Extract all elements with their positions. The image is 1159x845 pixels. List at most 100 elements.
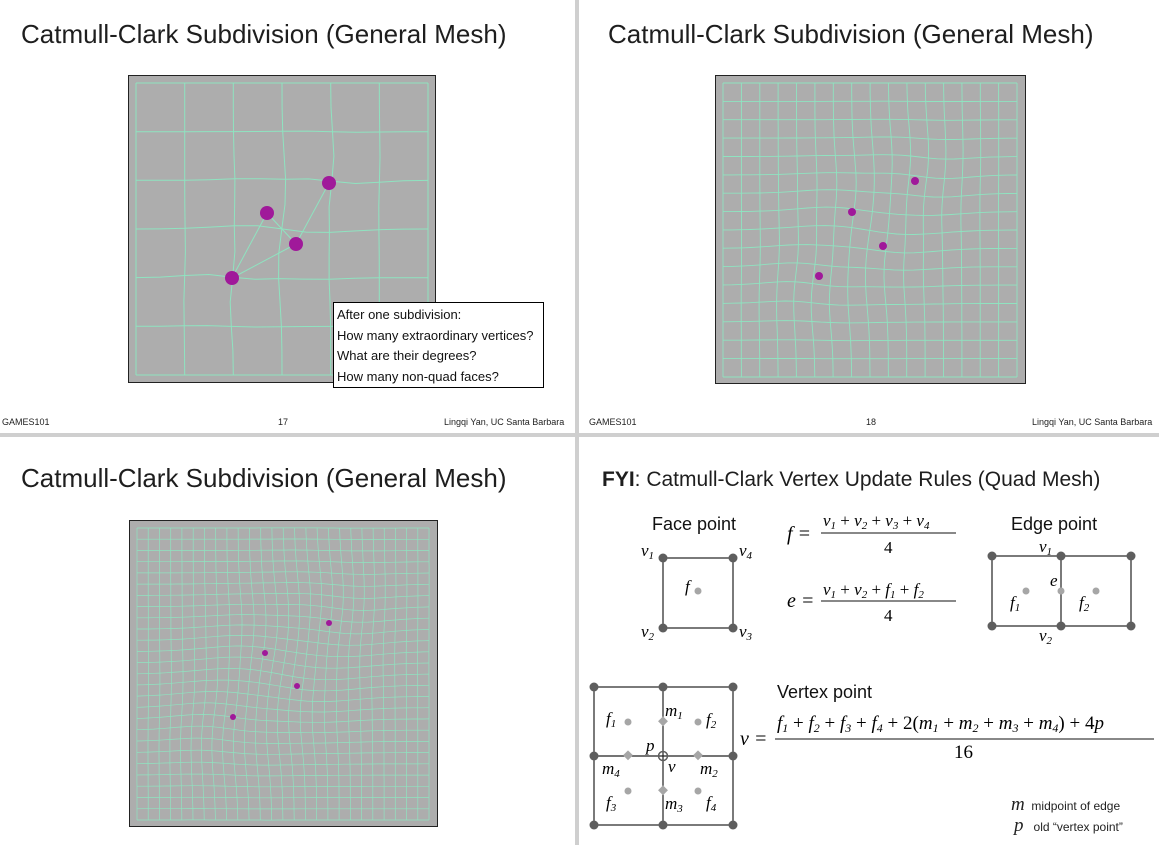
svg-text:v: v bbox=[668, 757, 676, 776]
formula-diagrams: v1 v4 v2 v3 f f = v1 + v2 + v3 + v4 4 e … bbox=[589, 511, 1154, 830]
mesh-image-subdivided-once bbox=[715, 75, 1026, 384]
svg-text:v1 + v2 + v3 + v4: v1 + v2 + v3 + v4 bbox=[823, 511, 930, 532]
title-fyi: FYI bbox=[602, 468, 635, 491]
extraordinary-vertex bbox=[815, 272, 823, 280]
mesh-edge bbox=[136, 749, 429, 755]
svg-text:e =: e = bbox=[787, 590, 814, 612]
edge-point-diagram: v1 v2 e f1 f2 bbox=[987, 537, 1136, 647]
mesh-edge bbox=[231, 212, 268, 279]
mesh-edge bbox=[323, 527, 333, 820]
slide-title: FYI: Catmull-Clark Vertex Update Rules (… bbox=[602, 468, 1100, 492]
slide-18: Catmull-Clark Subdivision (General Mesh)… bbox=[580, 0, 1159, 432]
mesh-edge bbox=[136, 702, 430, 713]
slide-general-mesh-2: Catmull-Clark Subdivision (General Mesh) bbox=[0, 438, 574, 845]
vertex-formula: v = f1 + f2 + f3 + f4 + 2(m1 + m2 + m3 +… bbox=[740, 713, 1154, 763]
legend-text: old “vertex point” bbox=[1033, 820, 1123, 834]
mesh-edge bbox=[883, 82, 893, 378]
svg-text:16: 16 bbox=[954, 742, 973, 763]
mesh-edge bbox=[137, 785, 429, 788]
svg-text:f2: f2 bbox=[1079, 593, 1090, 614]
svg-text:4: 4 bbox=[884, 538, 893, 557]
question-box: After one subdivision: How many extraord… bbox=[333, 302, 544, 388]
mesh-edge bbox=[723, 225, 1018, 235]
mesh-edge bbox=[266, 212, 297, 245]
extraordinary-vertex bbox=[230, 714, 236, 720]
extraordinary-vertex bbox=[294, 683, 300, 689]
mesh-edge bbox=[960, 82, 964, 377]
mesh-edge bbox=[136, 725, 429, 734]
mesh-edge bbox=[903, 82, 912, 377]
svg-text:e: e bbox=[1050, 571, 1058, 590]
slide-separator-vertical bbox=[575, 0, 579, 845]
edge-formula: e = v1 + v2 + f1 + f2 4 bbox=[787, 580, 956, 625]
mesh-edge bbox=[137, 679, 430, 692]
edge-point-label: Edge point bbox=[1011, 514, 1098, 534]
face-point-label: Face point bbox=[652, 514, 737, 534]
mesh-edge bbox=[136, 761, 429, 766]
extraordinary-vertex bbox=[322, 176, 336, 190]
svg-text:f: f bbox=[685, 577, 692, 596]
mesh-edge bbox=[723, 339, 1017, 342]
mesh-edge bbox=[295, 182, 330, 245]
footer-page-number: 17 bbox=[278, 417, 289, 427]
mesh-edge bbox=[722, 320, 1017, 324]
legend-symbol: p bbox=[1014, 815, 1024, 836]
svg-text:f1: f1 bbox=[1010, 593, 1020, 614]
mesh-image-subdivided-twice bbox=[129, 520, 438, 827]
mesh-edge bbox=[288, 527, 300, 821]
svg-text:v2: v2 bbox=[1039, 626, 1053, 647]
mesh-edge bbox=[722, 300, 1017, 306]
svg-text:v2: v2 bbox=[641, 622, 655, 643]
extraordinary-vertex bbox=[262, 650, 268, 656]
legend-m: m midpoint of edge bbox=[1011, 794, 1120, 816]
svg-text:f3: f3 bbox=[606, 793, 617, 814]
extraordinary-vertex bbox=[848, 208, 856, 216]
svg-text:f1 + f2 + f3 + f4 + 2(m1 + m2: f1 + f2 + f3 + f4 + 2(m1 + m2 + m3 + m4)… bbox=[777, 713, 1104, 735]
face-formula: f = v1 + v2 + v3 + v4 4 bbox=[787, 511, 956, 557]
slide-separator-horizontal bbox=[0, 433, 1159, 437]
question-line: How many extraordinary vertices? bbox=[337, 327, 534, 343]
mesh-edge bbox=[394, 528, 397, 820]
mesh-edge bbox=[371, 528, 376, 820]
extraordinary-vertex bbox=[225, 271, 239, 285]
footer-right: Lingqi Yan, UC Santa Barbara bbox=[444, 417, 565, 427]
mesh-edge bbox=[347, 528, 355, 820]
mesh-edge bbox=[941, 82, 947, 377]
mesh-edge bbox=[722, 244, 1017, 254]
svg-text:f4: f4 bbox=[706, 793, 717, 814]
footer-left: GAMES101 bbox=[589, 417, 637, 427]
svg-text:f =: f = bbox=[787, 523, 811, 545]
extraordinary-vertex bbox=[289, 237, 303, 251]
mesh-image-original bbox=[128, 75, 436, 383]
extraordinary-vertex bbox=[879, 242, 887, 250]
mesh-edge bbox=[922, 82, 930, 377]
mesh-edge bbox=[311, 527, 322, 821]
question-line: After one subdivision: bbox=[337, 307, 462, 322]
mesh-edge bbox=[336, 528, 344, 820]
legend-symbol: m bbox=[1011, 794, 1025, 815]
question-line: How many non-quad faces? bbox=[337, 368, 499, 384]
mesh-edge bbox=[136, 773, 429, 777]
mesh-edge bbox=[136, 737, 429, 744]
footer-left: GAMES101 bbox=[2, 417, 50, 427]
svg-text:v1: v1 bbox=[1039, 537, 1052, 558]
vertex-point-label: Vertex point bbox=[777, 682, 873, 702]
slide-17: Catmull-Clark Subdivision (General Mesh)… bbox=[0, 0, 574, 432]
footer-right: Lingqi Yan, UC Santa Barbara bbox=[1032, 417, 1153, 427]
footer-page-number: 18 bbox=[866, 417, 877, 427]
svg-text:m4: m4 bbox=[602, 759, 620, 780]
mesh-edge bbox=[137, 691, 430, 702]
slide-vertex-update-rules: FYI: Catmull-Clark Vertex Update Rules (… bbox=[580, 438, 1159, 845]
title-text: : Catmull-Clark Vertex Update Rules (Qua… bbox=[634, 468, 1101, 491]
mesh-edge bbox=[405, 528, 408, 820]
slide-title: Catmull-Clark Subdivision (General Mesh) bbox=[21, 19, 507, 49]
svg-text:f1: f1 bbox=[606, 709, 616, 730]
extraordinary-vertex bbox=[911, 177, 919, 185]
extraordinary-vertex bbox=[326, 620, 332, 626]
svg-text:m3: m3 bbox=[665, 794, 683, 815]
svg-text:v4: v4 bbox=[739, 541, 753, 562]
mesh-edge bbox=[359, 528, 365, 820]
svg-text:m2: m2 bbox=[700, 759, 718, 780]
mesh-edge bbox=[137, 796, 429, 799]
mesh-edge bbox=[722, 262, 1017, 271]
